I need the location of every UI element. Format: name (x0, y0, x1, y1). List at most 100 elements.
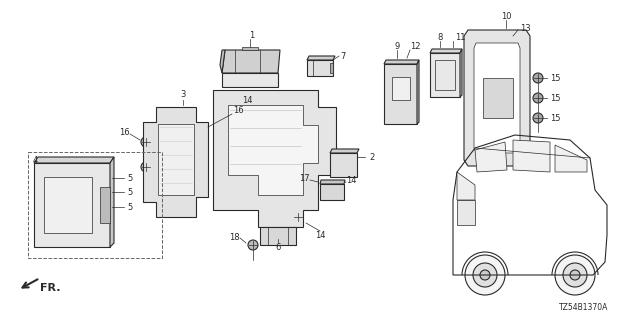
Text: TZ54B1370A: TZ54B1370A (559, 303, 608, 312)
Circle shape (38, 201, 46, 209)
Text: 15: 15 (550, 114, 561, 123)
Polygon shape (44, 177, 92, 233)
Circle shape (563, 263, 587, 287)
Polygon shape (158, 124, 194, 195)
Polygon shape (34, 163, 110, 247)
Circle shape (234, 159, 242, 167)
Circle shape (38, 173, 46, 181)
Polygon shape (330, 63, 333, 73)
Polygon shape (460, 49, 462, 97)
Circle shape (494, 94, 502, 102)
Circle shape (141, 137, 151, 147)
Circle shape (294, 213, 302, 221)
Polygon shape (213, 90, 336, 227)
Circle shape (533, 113, 543, 123)
Circle shape (40, 175, 44, 179)
Circle shape (304, 183, 312, 191)
Polygon shape (384, 64, 417, 124)
Text: 7: 7 (340, 52, 346, 60)
Polygon shape (474, 43, 520, 153)
Text: 16: 16 (233, 106, 244, 115)
Text: 5: 5 (127, 173, 132, 182)
Circle shape (54, 182, 70, 198)
Text: 15: 15 (550, 93, 561, 102)
Polygon shape (430, 49, 462, 53)
Polygon shape (307, 60, 333, 76)
Circle shape (40, 231, 44, 235)
Polygon shape (483, 78, 513, 118)
Polygon shape (475, 142, 507, 172)
Polygon shape (222, 73, 278, 87)
Polygon shape (260, 227, 296, 245)
Circle shape (322, 186, 330, 194)
Text: 11: 11 (455, 33, 465, 42)
Polygon shape (320, 180, 345, 184)
Polygon shape (143, 107, 208, 217)
Circle shape (58, 216, 66, 224)
Circle shape (480, 270, 490, 280)
Circle shape (233, 112, 243, 122)
Polygon shape (320, 184, 344, 200)
Polygon shape (417, 60, 419, 124)
Text: 14: 14 (346, 175, 356, 185)
Circle shape (54, 197, 70, 213)
Polygon shape (457, 200, 475, 225)
Text: 17: 17 (300, 173, 310, 182)
Circle shape (264, 63, 272, 71)
Circle shape (226, 63, 234, 71)
Circle shape (490, 90, 506, 106)
Polygon shape (555, 145, 587, 172)
Circle shape (570, 270, 580, 280)
Circle shape (394, 66, 406, 78)
Polygon shape (110, 157, 114, 247)
Polygon shape (384, 60, 419, 64)
Text: 12: 12 (410, 42, 420, 51)
Text: 1: 1 (250, 30, 255, 39)
Text: 14: 14 (315, 230, 325, 239)
Circle shape (58, 186, 66, 194)
Text: FR.: FR. (40, 283, 60, 293)
Circle shape (533, 93, 543, 103)
Polygon shape (100, 187, 110, 223)
Polygon shape (307, 56, 335, 60)
Circle shape (397, 69, 403, 75)
Text: 2: 2 (369, 153, 374, 162)
Circle shape (261, 99, 269, 107)
Text: 6: 6 (275, 243, 281, 252)
Circle shape (58, 201, 66, 209)
Polygon shape (34, 157, 114, 163)
Polygon shape (330, 153, 357, 177)
Text: 10: 10 (500, 12, 511, 20)
Text: 15: 15 (550, 74, 561, 83)
Text: 8: 8 (437, 33, 443, 42)
Circle shape (38, 229, 46, 237)
Circle shape (555, 255, 595, 295)
Polygon shape (457, 172, 475, 200)
Polygon shape (220, 50, 225, 73)
Circle shape (465, 255, 505, 295)
Text: 14: 14 (243, 95, 253, 105)
Text: 9: 9 (394, 42, 399, 51)
Polygon shape (242, 47, 258, 50)
Polygon shape (330, 149, 359, 153)
Circle shape (141, 162, 151, 172)
Text: 16: 16 (120, 127, 130, 137)
Circle shape (40, 203, 44, 207)
Text: 13: 13 (520, 23, 531, 33)
Circle shape (54, 212, 70, 228)
Circle shape (313, 64, 321, 72)
Text: 5: 5 (127, 188, 132, 196)
Circle shape (248, 240, 258, 250)
Polygon shape (513, 140, 550, 172)
Circle shape (473, 263, 497, 287)
Circle shape (395, 109, 405, 119)
Circle shape (533, 73, 543, 83)
Circle shape (338, 160, 348, 170)
Text: 5: 5 (127, 203, 132, 212)
Text: 18: 18 (229, 233, 240, 242)
Polygon shape (228, 105, 318, 195)
Polygon shape (464, 30, 530, 166)
Circle shape (283, 112, 293, 122)
Text: 4: 4 (33, 156, 38, 164)
Polygon shape (430, 53, 460, 97)
